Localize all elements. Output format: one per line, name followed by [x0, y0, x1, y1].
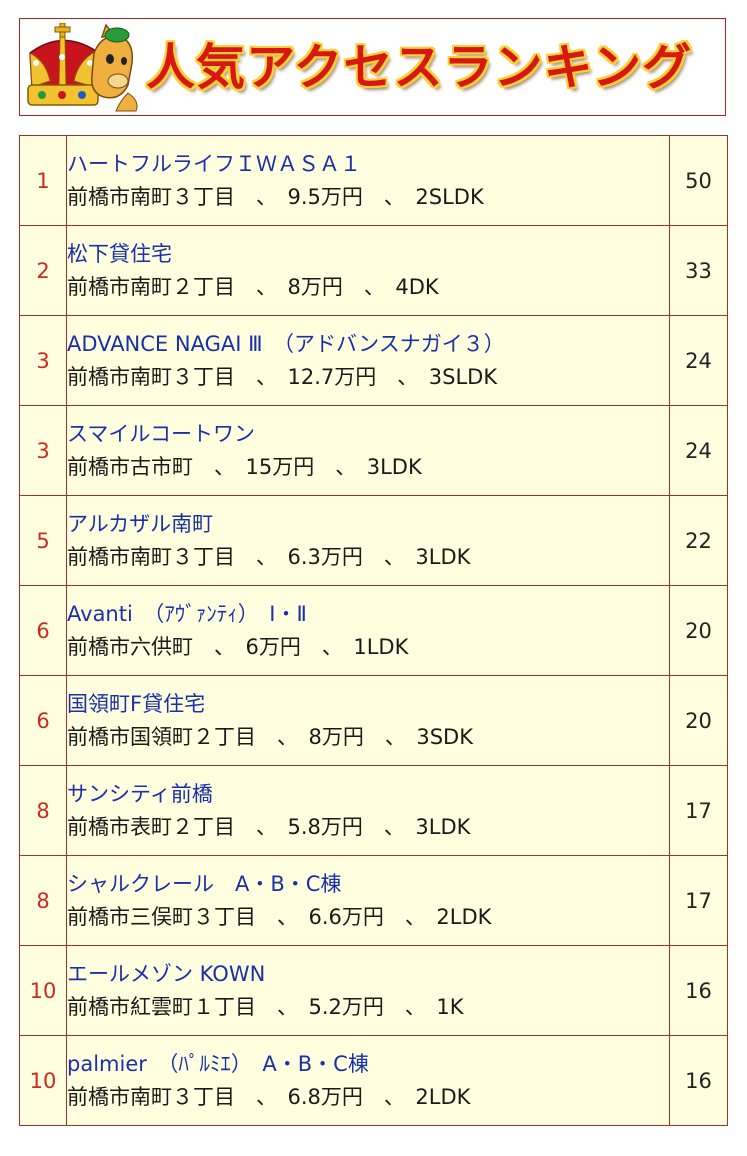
- property-detail: 前橋市紅雲町１丁目 、 5.2万円 、 1K: [67, 994, 464, 1019]
- property-info-cell: エールメゾン KOWN 前橋市紅雲町１丁目 、 5.2万円 、 1K: [66, 945, 670, 1036]
- access-count: 16: [669, 945, 728, 1036]
- rank-number: 6: [19, 585, 67, 676]
- rank-number: 5: [19, 495, 67, 586]
- rank-number: 3: [19, 315, 67, 406]
- property-detail: 前橋市六供町 、 6万円 、 1LDK: [67, 634, 409, 659]
- property-detail: 前橋市三俣町３丁目 、 6.6万円 、 2LDK: [67, 904, 492, 929]
- property-detail: 前橋市表町２丁目 、 5.8万円 、 3LDK: [67, 814, 471, 839]
- access-count: 20: [669, 585, 728, 676]
- table-row: 6 国領町F貸住宅 前橋市国領町２丁目 、 8万円 、 3SDK 20: [19, 675, 728, 766]
- table-row: 2 松下貸住宅 前橋市南町２丁目 、 8万円 、 4DK 33: [19, 225, 728, 316]
- table-row: 1 ハートフルライフＩＷＡＳＡ１ 前橋市南町３丁目 、 9.5万円 、 2SLDK 5…: [19, 135, 728, 226]
- property-detail: 前橋市南町３丁目 、 6.8万円 、 2LDK: [67, 1084, 471, 1109]
- property-info-cell: palmier （ﾊﾟﾙﾐｴ） A・B・C棟前橋市南町３丁目 、 6.8万円 、…: [66, 1035, 670, 1126]
- table-row: 5 アルカザル南町 前橋市南町３丁目 、 6.3万円 、 3LDK 22: [19, 495, 728, 586]
- access-count: 33: [669, 225, 728, 316]
- ranking-rows: 1 ハートフルライフＩＷＡＳＡ１ 前橋市南町３丁目 、 9.5万円 、 2SLDK 5…: [19, 135, 728, 1126]
- property-info-cell: 松下貸住宅前橋市南町２丁目 、 8万円 、 4DK: [66, 225, 670, 316]
- table-row: 10 palmier （ﾊﾟﾙﾐｴ） A・B・C棟前橋市南町３丁目 、 6.8万円…: [19, 1035, 728, 1126]
- table-row: 6 Avanti （ｱｳﾞｧﾝﾃｨ） Ⅰ・Ⅱ 前橋市六供町 、 6万円 、 1LDK…: [19, 585, 728, 676]
- property-name-link[interactable]: Avanti （ｱｳﾞｧﾝﾃｨ） Ⅰ・Ⅱ: [67, 601, 307, 626]
- access-count: 24: [669, 405, 728, 496]
- property-info-cell: 国領町F貸住宅前橋市国領町２丁目 、 8万円 、 3SDK: [66, 675, 670, 766]
- property-detail: 前橋市南町３丁目 、 9.5万円 、 2SLDK: [67, 184, 484, 209]
- property-info-cell: ADVANCE NAGAI Ⅲ （アドバンスナガイ３） 前橋市南町３丁目 、 12…: [66, 315, 670, 406]
- table-row: 3 ADVANCE NAGAI Ⅲ （アドバンスナガイ３） 前橋市南町３丁目 、 1…: [19, 315, 728, 406]
- property-name-link[interactable]: アルカザル南町: [67, 511, 214, 536]
- rank-number: 8: [19, 765, 67, 856]
- rank-number: 1: [19, 135, 67, 226]
- ranking-table: 1 ハートフルライフＩＷＡＳＡ１ 前橋市南町３丁目 、 9.5万円 、 2SLDK 5…: [19, 135, 728, 1126]
- rank-number: 3: [19, 405, 67, 496]
- rank-number: 6: [19, 675, 67, 766]
- ranking-banner: 人気アクセスランキング: [19, 18, 726, 116]
- property-detail: 前橋市国領町２丁目 、 8万円 、 3SDK: [67, 724, 473, 749]
- property-name-link[interactable]: シャルクレール A・B・C棟: [67, 871, 342, 896]
- access-count: 50: [669, 135, 728, 226]
- access-count: 17: [669, 855, 728, 946]
- property-name-link[interactable]: 松下貸住宅: [67, 241, 172, 266]
- access-count: 17: [669, 765, 728, 856]
- banner-title: 人気アクセスランキング: [146, 39, 693, 96]
- property-name-link[interactable]: ハートフルライフＩＷＡＳＡ１: [67, 151, 361, 176]
- access-count: 20: [669, 675, 728, 766]
- property-info-cell: スマイルコートワン前橋市古市町 、 15万円 、 3LDK: [66, 405, 670, 496]
- property-info-cell: シャルクレール A・B・C棟前橋市三俣町３丁目 、 6.6万円 、 2LDK: [66, 855, 670, 946]
- access-count: 24: [669, 315, 728, 406]
- property-detail: 前橋市古市町 、 15万円 、 3LDK: [67, 454, 422, 479]
- crowned-mascot-icon: [27, 23, 138, 112]
- property-detail: 前橋市南町２丁目 、 8万円 、 4DK: [67, 274, 439, 299]
- rank-number: 10: [19, 1035, 67, 1126]
- property-info-cell: ハートフルライフＩＷＡＳＡ１ 前橋市南町３丁目 、 9.5万円 、 2SLDK: [66, 135, 670, 226]
- property-detail: 前橋市南町３丁目 、 12.7万円 、 3SLDK: [67, 364, 498, 389]
- access-count: 16: [669, 1035, 728, 1126]
- property-detail: 前橋市南町３丁目 、 6.3万円 、 3LDK: [67, 544, 471, 569]
- table-row: 8 サンシティ前橋 前橋市表町２丁目 、 5.8万円 、 3LDK 17: [19, 765, 728, 856]
- table-row: 8 シャルクレール A・B・C棟 前橋市三俣町３丁目 、 6.6万円 、 2LDK 1…: [19, 855, 728, 946]
- property-info-cell: アルカザル南町前橋市南町３丁目 、 6.3万円 、 3LDK: [66, 495, 670, 586]
- property-name-link[interactable]: スマイルコートワン: [67, 421, 255, 446]
- property-name-link[interactable]: ADVANCE NAGAI Ⅲ （アドバンスナガイ３）: [67, 331, 505, 356]
- rank-number: 10: [19, 945, 67, 1036]
- rank-number: 8: [19, 855, 67, 946]
- property-info-cell: Avanti （ｱｳﾞｧﾝﾃｨ） Ⅰ・Ⅱ 前橋市六供町 、 6万円 、 1LDK: [66, 585, 670, 676]
- property-name-link[interactable]: palmier （ﾊﾟﾙﾐｴ） A・B・C棟: [67, 1051, 369, 1076]
- property-name-link[interactable]: エールメゾン KOWN: [67, 961, 266, 986]
- table-row: 10 エールメゾン KOWN 前橋市紅雲町１丁目 、 5.2万円 、 1K 16: [19, 945, 728, 1036]
- rank-number: 2: [19, 225, 67, 316]
- property-name-link[interactable]: 国領町F貸住宅: [67, 691, 206, 716]
- access-count: 22: [669, 495, 728, 586]
- table-row: 3 スマイルコートワン 前橋市古市町 、 15万円 、 3LDK 24: [19, 405, 728, 496]
- property-name-link[interactable]: サンシティ前橋: [67, 781, 213, 806]
- property-info-cell: サンシティ前橋前橋市表町２丁目 、 5.8万円 、 3LDK: [66, 765, 670, 856]
